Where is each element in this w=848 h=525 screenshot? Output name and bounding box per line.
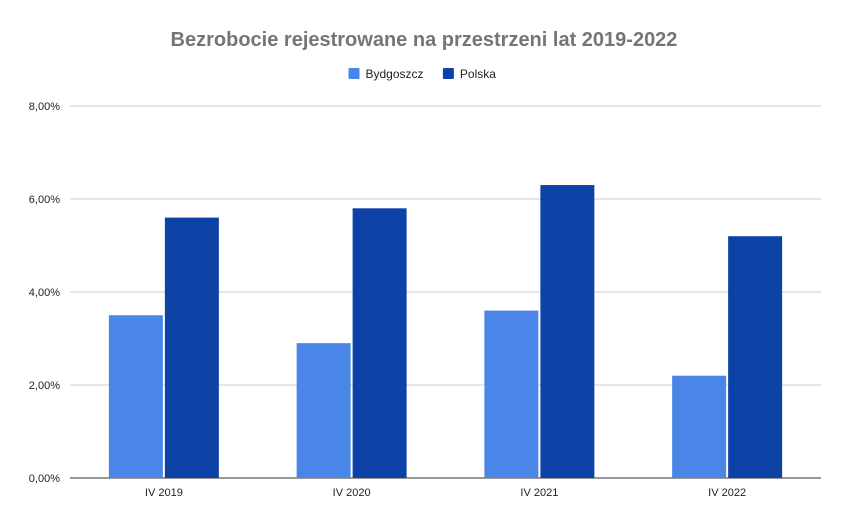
legend-swatch-polska: [442, 68, 454, 79]
y-tick-label: 6,00%: [29, 194, 60, 206]
bar-bydgoszcz-2: [484, 310, 539, 478]
x-axis-ticks: IV 2019 IV 2020 IV 2021 IV 2022: [145, 487, 746, 499]
y-axis-ticks: 0,00% 2,00% 4,00% 6,00% 8,00%: [29, 101, 60, 485]
legend: Bydgoszcz Polska: [348, 67, 496, 81]
bar-polska-3: [728, 236, 783, 478]
bar-bydgoszcz-3: [672, 375, 727, 478]
chart-title: Bezrobocie rejestrowane na przestrzeni l…: [171, 29, 678, 51]
x-tick-label: IV 2019: [145, 487, 183, 499]
y-tick-label: 2,00%: [29, 380, 60, 392]
bar-polska-2: [540, 185, 595, 479]
bar-bydgoszcz-0: [108, 315, 163, 478]
y-tick-label: 8,00%: [29, 101, 60, 113]
legend-label-bydgoszcz: Bydgoszcz: [366, 67, 424, 81]
x-tick-label: IV 2021: [520, 487, 558, 499]
legend-label-polska: Polska: [460, 67, 496, 81]
bar-polska-0: [164, 217, 219, 478]
x-tick-label: IV 2022: [708, 487, 746, 499]
y-tick-label: 0,00%: [29, 473, 60, 485]
x-tick-label: IV 2020: [333, 487, 371, 499]
bars: [108, 185, 783, 479]
y-tick-label: 4,00%: [29, 287, 60, 299]
bar-polska-1: [352, 208, 407, 479]
bar-bydgoszcz-1: [296, 343, 351, 478]
legend-swatch-bydgoszcz: [348, 68, 360, 79]
